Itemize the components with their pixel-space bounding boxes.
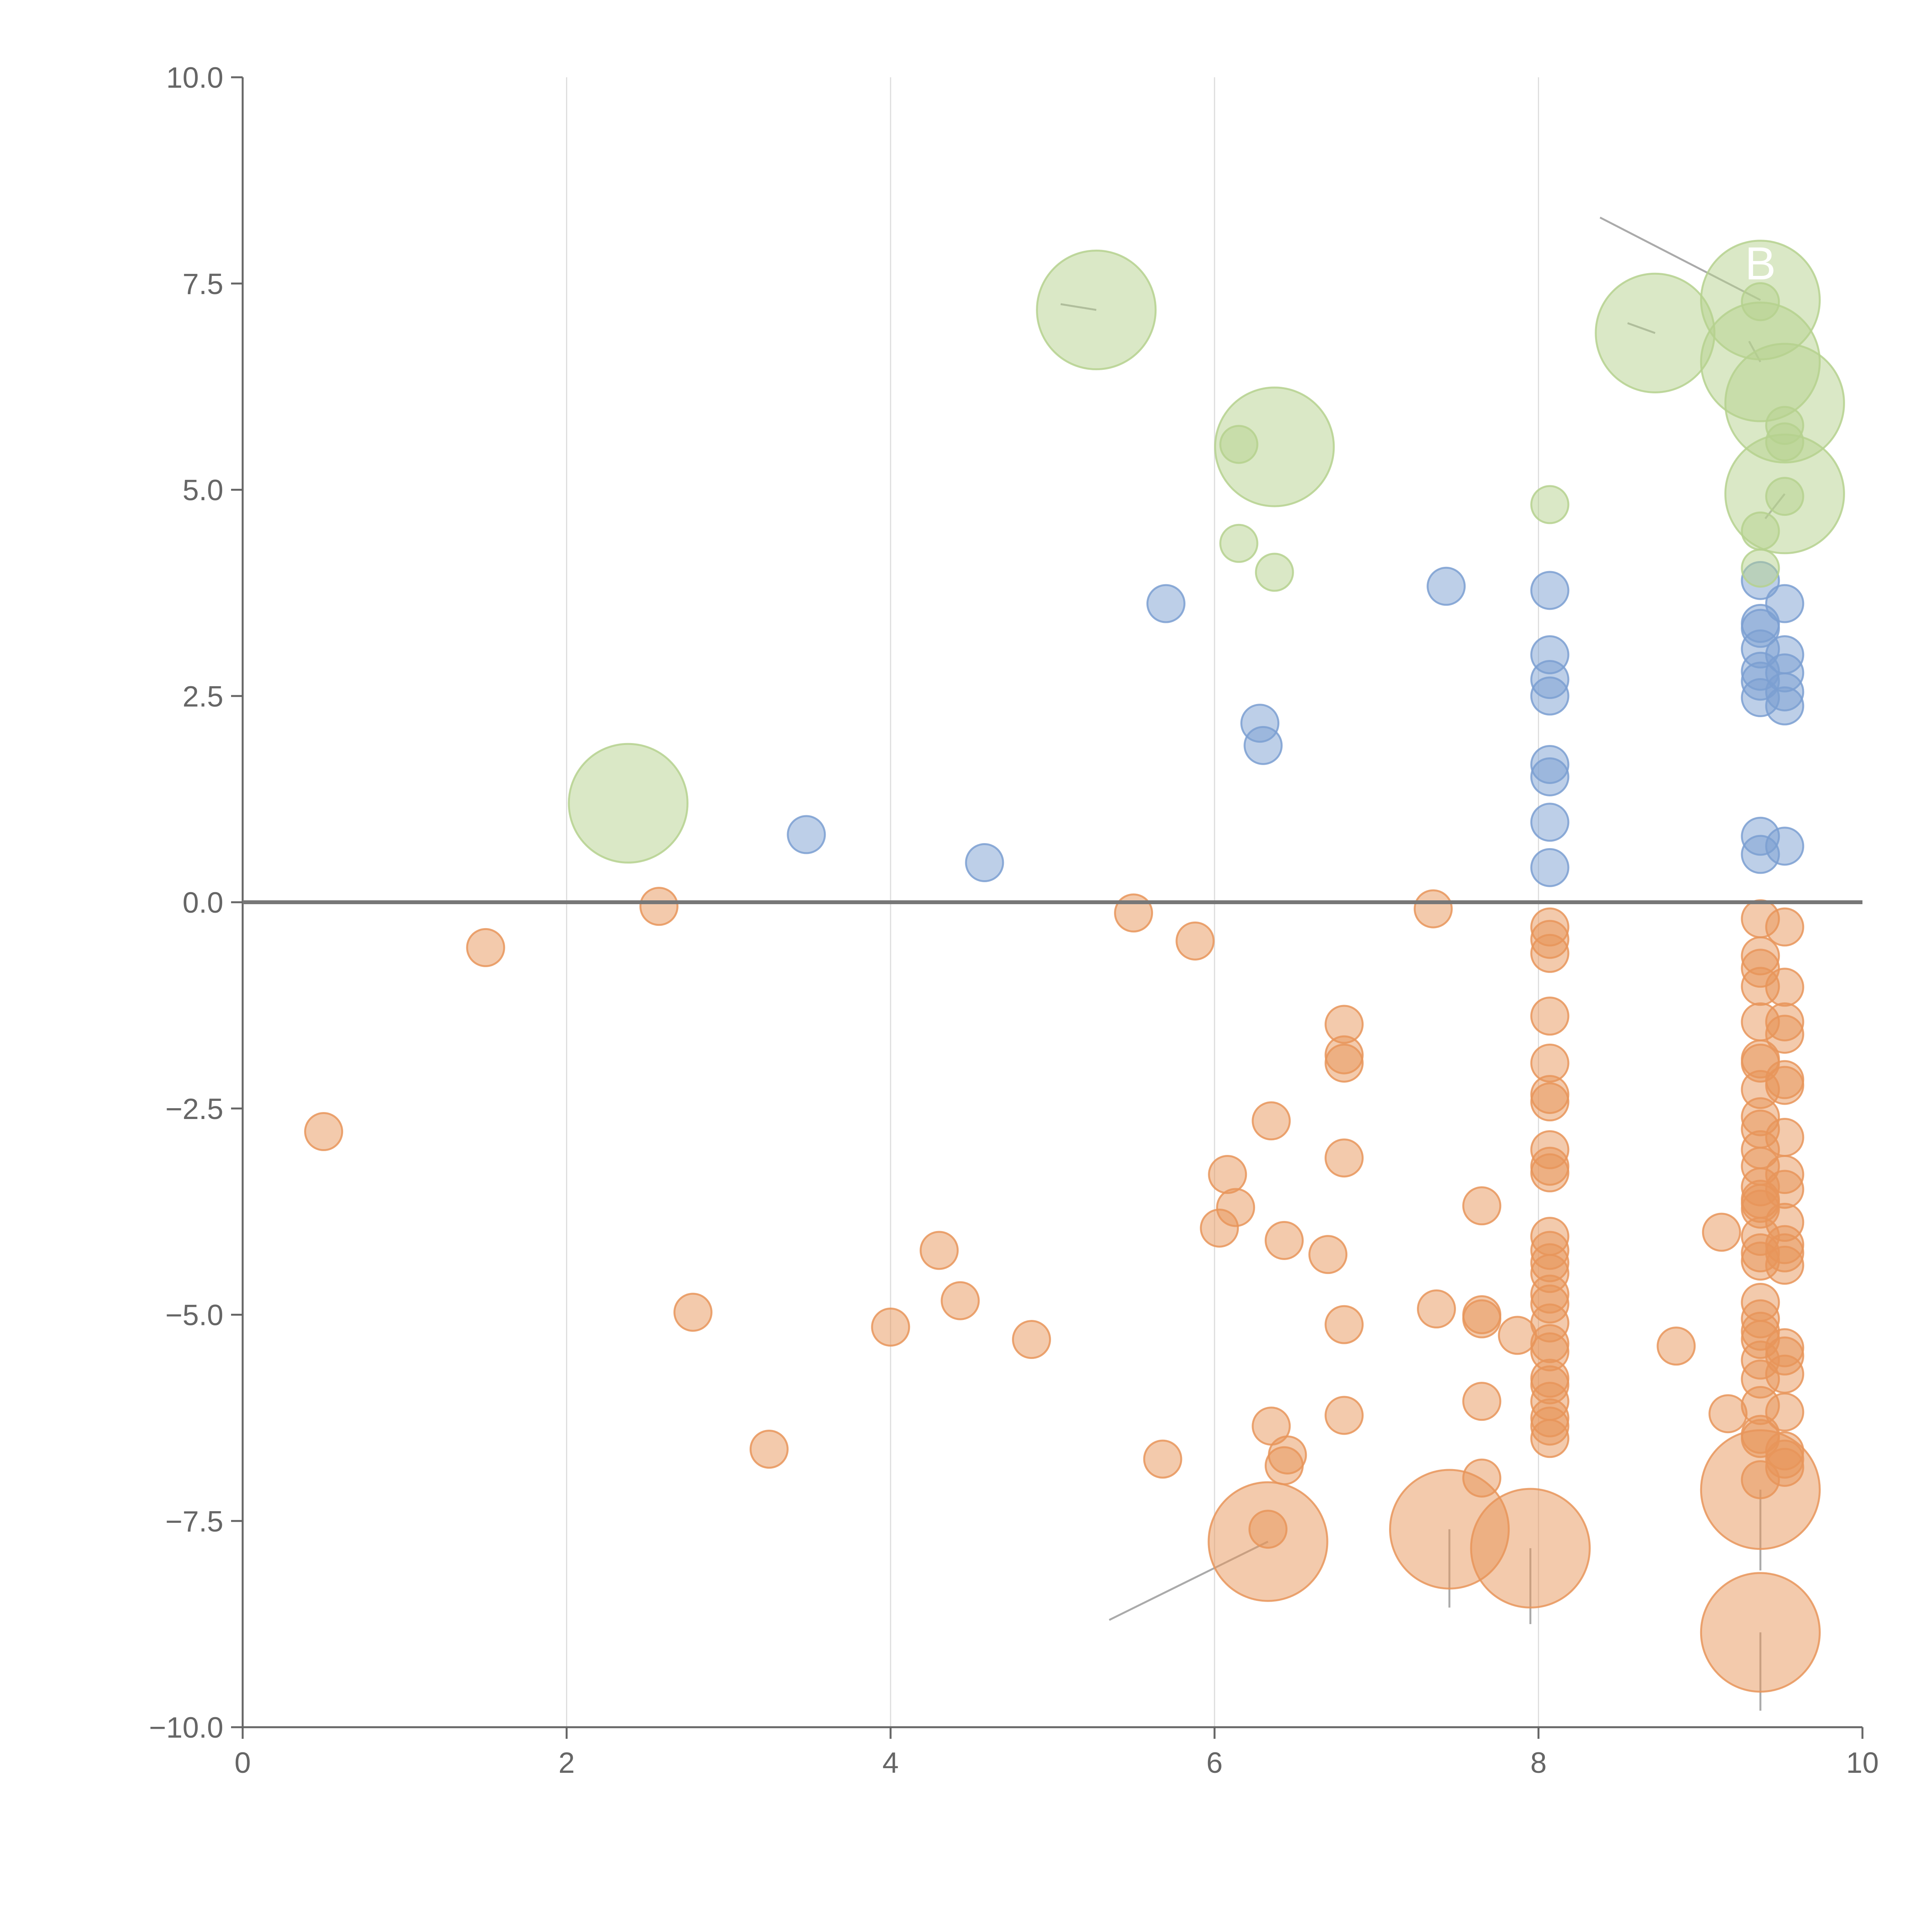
orange-point (1264, 1221, 1304, 1260)
orange-point (1252, 1101, 1291, 1141)
y-tick-label: 0.0 (182, 886, 223, 919)
orange-point (1413, 889, 1453, 929)
y-tick-label: 7.5 (182, 268, 223, 301)
annotation-label: B (1745, 238, 1776, 289)
blue-point (965, 843, 1004, 883)
green-point (1219, 524, 1259, 563)
orange-point (1708, 1394, 1748, 1434)
orange-point (1325, 1138, 1364, 1178)
green-point (1214, 386, 1335, 507)
orange-point (940, 1281, 980, 1320)
green-point (1036, 249, 1157, 371)
orange-point (1325, 1305, 1364, 1344)
blue-point (1427, 566, 1466, 606)
x-tick-label: 2 (558, 1747, 575, 1779)
orange-point (1143, 1439, 1182, 1479)
y-tick-label: −7.5 (165, 1505, 223, 1538)
orange-point (1462, 1299, 1502, 1338)
y-tick-label: −5.0 (165, 1299, 223, 1332)
y-tick-label: 2.5 (182, 680, 223, 713)
orange-point (1765, 1392, 1804, 1432)
green-point (1595, 272, 1716, 393)
x-tick-label: 4 (883, 1747, 899, 1779)
green-point (1765, 477, 1804, 516)
blue-point (1530, 848, 1570, 887)
x-tick-label: 10 (1846, 1747, 1879, 1779)
y-tick-label: −10.0 (149, 1711, 223, 1744)
orange-point (1765, 1117, 1804, 1157)
orange-point (1530, 1082, 1570, 1122)
orange-point (1530, 1419, 1570, 1458)
orange-point (1208, 1155, 1247, 1194)
green-point (1530, 485, 1570, 524)
orange-point (1325, 1396, 1364, 1435)
orange-point (1308, 1235, 1348, 1274)
y-tick-label: 5.0 (182, 474, 223, 507)
orange-point (1765, 1354, 1804, 1394)
orange-point (1417, 1289, 1456, 1329)
blue-point (1765, 827, 1804, 866)
orange-point (1175, 921, 1215, 961)
orange-point (1765, 1015, 1804, 1054)
orange-point (1012, 1320, 1051, 1359)
blue-point (1530, 757, 1570, 796)
orange-point (1470, 1488, 1591, 1609)
orange-point (749, 1430, 789, 1469)
blue-point (1530, 571, 1570, 610)
orange-point (466, 928, 505, 967)
x-tick-label: 6 (1206, 1747, 1223, 1779)
orange-point (1765, 1447, 1804, 1487)
orange-point (1765, 907, 1804, 947)
orange-point (1765, 968, 1804, 1007)
orange-point (1530, 997, 1570, 1036)
orange-point (1656, 1327, 1696, 1366)
orange-point (1114, 893, 1153, 933)
x-tick-label: 8 (1530, 1747, 1546, 1779)
y-tick-label: −2.5 (165, 1093, 223, 1126)
orange-point (871, 1308, 910, 1347)
data-points (304, 240, 1845, 1693)
orange-point (673, 1293, 713, 1332)
orange-point (1462, 1186, 1502, 1226)
orange-point (639, 887, 679, 926)
orange-point (1325, 1043, 1364, 1083)
orange-point (1216, 1188, 1255, 1227)
blue-point (1243, 726, 1283, 765)
x-tick-label: 0 (235, 1747, 251, 1779)
orange-point (1702, 1213, 1741, 1252)
green-point (1255, 553, 1294, 592)
orange-point (1700, 1572, 1821, 1693)
orange-point (1530, 1153, 1570, 1192)
orange-point (1765, 1170, 1804, 1209)
blue-point (1765, 686, 1804, 726)
green-point (568, 743, 689, 864)
orange-point (1530, 934, 1570, 973)
orange-point (920, 1231, 959, 1270)
green-point (1741, 548, 1780, 588)
orange-point (1462, 1458, 1502, 1498)
orange-point (1208, 1481, 1328, 1602)
blue-point (1530, 676, 1570, 716)
orange-point (1765, 1245, 1804, 1285)
blue-point (1530, 803, 1570, 842)
blue-point (1146, 584, 1185, 623)
orange-point (304, 1112, 344, 1151)
orange-point (1264, 1446, 1304, 1485)
orange-point (1462, 1382, 1502, 1421)
blue-point (1765, 584, 1804, 623)
blue-point (787, 815, 826, 854)
y-tick-label: 10.0 (166, 61, 223, 94)
orange-point (1765, 1066, 1804, 1105)
